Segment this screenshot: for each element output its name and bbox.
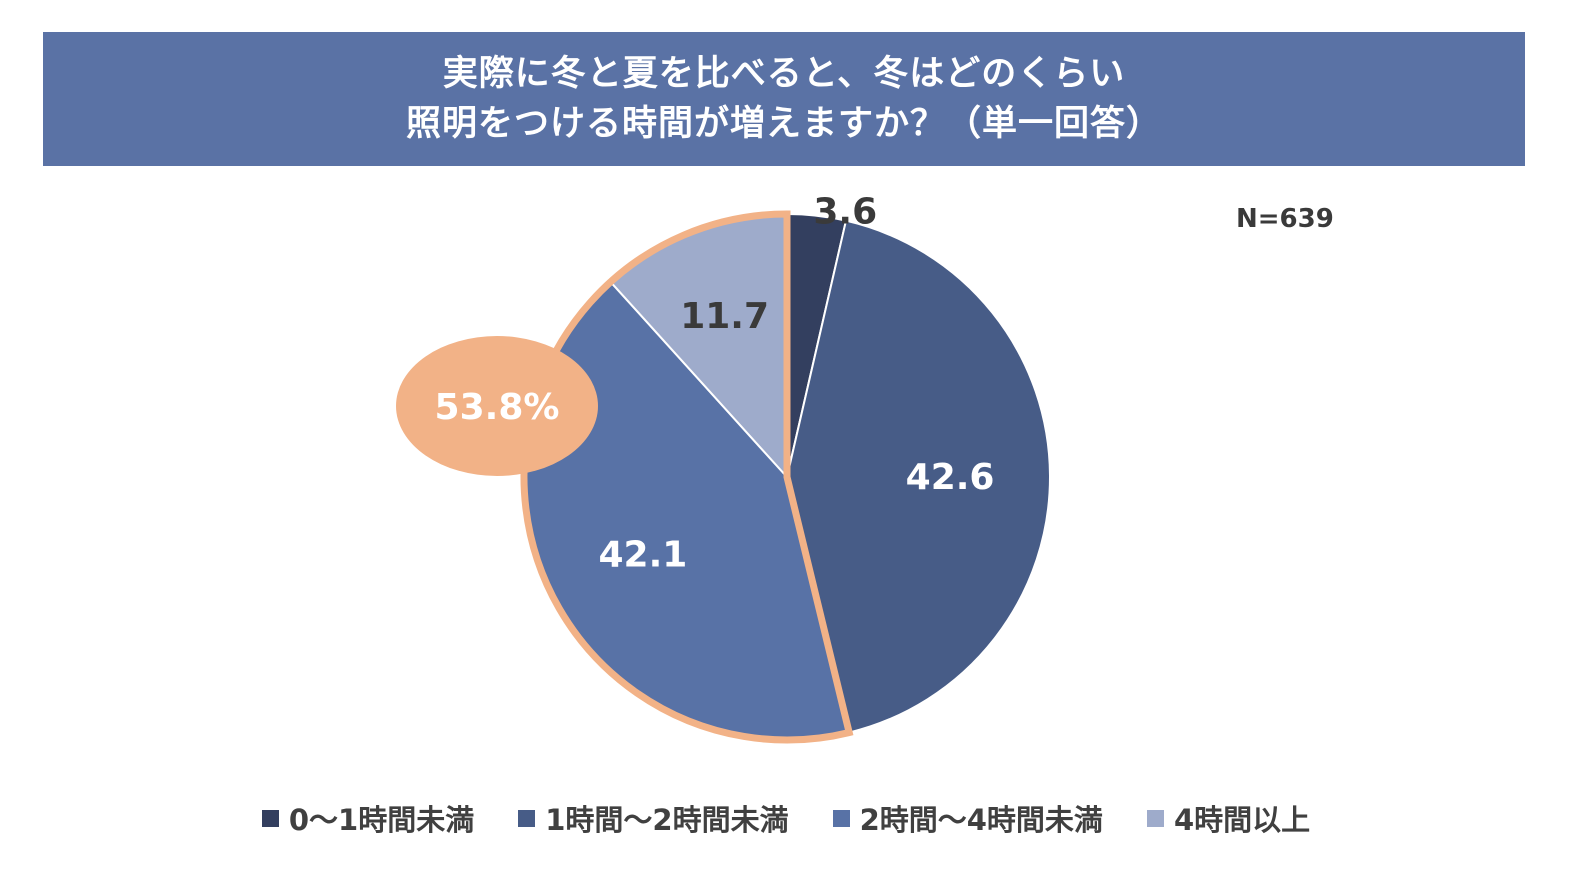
highlight-group: 53.8% <box>396 210 854 744</box>
legend-swatch-4 <box>1146 809 1164 827</box>
sample-size-label: N=639 <box>1236 204 1334 234</box>
pie-value-label-4: 11.7 <box>680 296 769 337</box>
pie-value-label-2: 42.6 <box>906 457 995 498</box>
pie-value-labels: 3.6 42.6 42.1 11.7 <box>598 191 994 575</box>
legend-swatch-2 <box>518 809 536 827</box>
legend-label-2: 1時間〜2時間未満 <box>545 803 789 837</box>
legend-swatch-1 <box>261 809 279 827</box>
pie-chart: 53.8% 3.6 42.6 42.1 11.7 <box>396 191 1051 744</box>
pie-slices <box>523 212 1051 741</box>
pie-value-label-1: 3.6 <box>813 191 877 232</box>
highlight-callout-bubble <box>396 336 598 476</box>
chart-title-line-2: 照明をつける時間が増えますか？（単一回答） <box>405 104 1162 144</box>
chart-title: 実際に冬と夏を比べると、冬はどのくらい 照明をつける時間が増えますか？（単一回答… <box>43 32 1525 166</box>
highlight-callout-label: 53.8% <box>435 387 560 428</box>
chart-title-line-1: 実際に冬と夏を比べると、冬はどのくらい <box>442 54 1126 94</box>
legend-item-3: 2時間〜4時間未満 <box>832 797 1103 839</box>
legend-item-2: 1時間〜2時間未満 <box>518 797 789 839</box>
legend-label-3: 2時間〜4時間未満 <box>859 803 1103 837</box>
legend-item-1: 0〜1時間未満 <box>261 797 475 839</box>
legend-item-4: 4時間以上 <box>1146 797 1311 839</box>
pie-slice-2 <box>785 219 1051 734</box>
chart-legend: 0〜1時間未満 1時間〜2時間未満 2時間〜4時間未満 4時間以上 <box>0 796 1572 840</box>
legend-label-4: 4時間以上 <box>1173 803 1311 837</box>
highlight-outline <box>520 210 854 744</box>
legend-label-1: 0〜1時間未満 <box>288 803 475 837</box>
pie-value-label-3: 42.1 <box>598 534 687 575</box>
legend-swatch-3 <box>832 809 850 827</box>
